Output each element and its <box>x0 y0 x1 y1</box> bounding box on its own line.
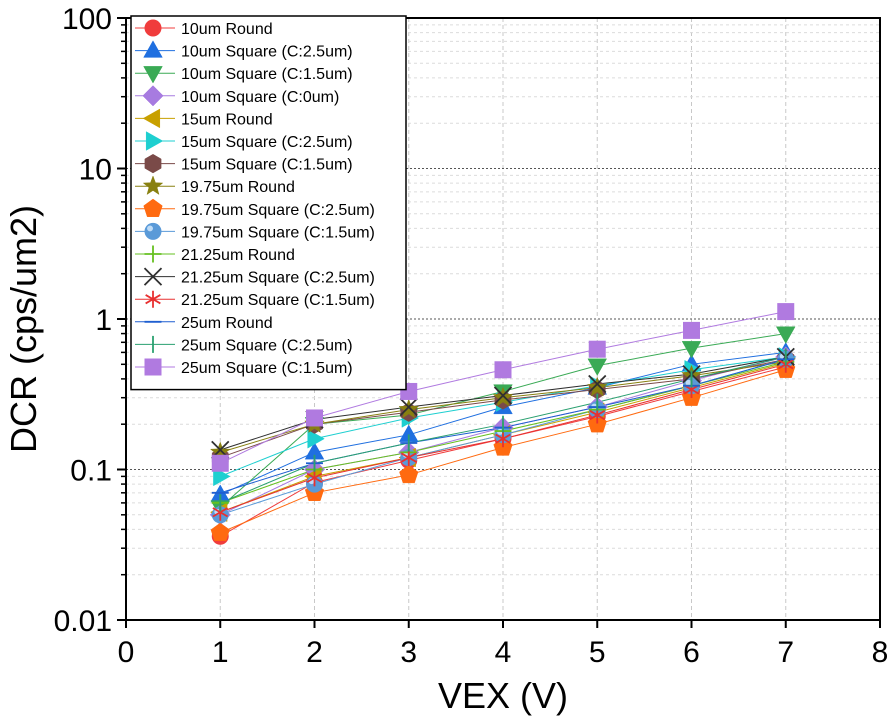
legend: 10um Round 10um Square (C:2.5um) 10um Squa… <box>130 15 407 391</box>
legend-label: 10um Square (C:1.5um) <box>181 66 353 83</box>
legend-marker-body <box>144 222 162 240</box>
legend-label: 15um Round <box>181 111 273 128</box>
x-tick-label: 7 <box>777 636 794 669</box>
legend-item: 25um Square (C:1.5um) <box>135 358 353 377</box>
data-point <box>494 361 512 379</box>
x-tick-label: 8 <box>872 636 889 669</box>
legend-label: 15um Square (C:2.5um) <box>181 134 353 151</box>
y-tick-label: 10 <box>79 154 112 187</box>
legend-label: 25um Square (C:1.5um) <box>181 360 353 377</box>
data-point <box>307 429 325 449</box>
data-point <box>681 341 702 359</box>
legend-marker <box>143 198 163 217</box>
legend-marker <box>144 358 162 376</box>
data-point <box>777 303 795 321</box>
legend-marker <box>145 131 164 151</box>
legend-item: 19.75um Round <box>135 175 295 196</box>
data-point <box>588 340 606 358</box>
x-tick-label: 3 <box>400 636 417 669</box>
legend-label: 21.25um Square (C:2.5um) <box>181 270 375 287</box>
legend-marker <box>142 175 164 196</box>
data-point-highlight <box>685 379 692 386</box>
data-point <box>306 469 323 487</box>
legend-marker-highlight <box>147 225 153 232</box>
legend-marker <box>144 153 162 174</box>
legend-item: 10um Round <box>135 19 273 38</box>
legend-item: 15um Square (C:1.5um) <box>135 153 353 174</box>
data-point <box>683 321 700 339</box>
legend-marker <box>144 19 162 37</box>
legend-item: 10um Square (C:0um) <box>135 85 339 107</box>
x-tick-label: 4 <box>495 636 512 669</box>
series-points <box>211 303 795 472</box>
legend-marker <box>143 66 163 84</box>
y-tick-label: 100 <box>62 3 112 36</box>
legend-label: 19.75um Square (C:1.5um) <box>181 224 375 241</box>
x-tick-label: 1 <box>212 636 229 669</box>
data-point <box>399 464 419 484</box>
data-point <box>398 398 420 419</box>
data-point <box>586 376 608 397</box>
legend-marker <box>142 108 161 129</box>
legend-item: 19.75um Square (C:1.5um) <box>135 222 375 241</box>
data-point <box>587 358 608 376</box>
legend-item: 15um Round <box>135 108 273 129</box>
data-point <box>775 326 796 344</box>
x-tick-label: 5 <box>589 636 606 669</box>
data-point <box>493 386 513 405</box>
legend-label: 10um Square (C:2.5um) <box>181 44 353 61</box>
x-axis-title: VEX (V) <box>438 675 568 716</box>
legend-item: 10um Square (C:1.5um) <box>135 66 353 84</box>
legend-item: 21.25um Round <box>135 245 295 264</box>
legend-label: 21.25um Square (C:1.5um) <box>181 292 375 309</box>
data-point <box>211 454 229 472</box>
legend-label: 25um Round <box>181 315 273 332</box>
legend-item: 15um Square (C:2.5um) <box>135 131 353 151</box>
legend-item: 10um Square (C:2.5um) <box>135 40 353 61</box>
x-tick-labels: 0 1 2 3 4 5 6 7 8 <box>118 636 889 669</box>
legend-label: 10um Round <box>181 21 273 38</box>
x-tick-label: 2 <box>306 636 323 669</box>
legend-item: 25um Square (C:2.5um) <box>135 335 353 354</box>
legend-label: 10um Square (C:0um) <box>181 89 339 106</box>
series-markers <box>209 303 797 545</box>
x-tick-label: 0 <box>118 636 135 669</box>
y-axis-title: DCR (cps/um2) <box>3 205 44 453</box>
data-point <box>210 522 230 541</box>
y-tick-label: 1 <box>95 304 112 337</box>
data-point <box>306 409 323 427</box>
y-tick-label: 0.01 <box>54 605 112 638</box>
x-tick-label: 6 <box>683 636 700 669</box>
legend-marker <box>143 40 163 58</box>
legend-label: 19.75um Square (C:2.5um) <box>181 202 375 219</box>
legend-marker <box>144 222 162 240</box>
data-point <box>400 449 417 467</box>
axis-ticks <box>117 17 881 628</box>
series-points <box>219 348 787 512</box>
legend-item: 19.75um Square (C:2.5um) <box>135 198 375 219</box>
legend-label: 15um Square (C:1.5um) <box>181 157 353 174</box>
data-point <box>399 397 418 417</box>
legend-box <box>130 15 407 391</box>
legend-marker <box>142 85 164 107</box>
legend-marker <box>143 267 163 286</box>
legend-marker <box>145 290 161 308</box>
y-tick-label: 0.1 <box>70 455 112 488</box>
data-point <box>495 430 511 448</box>
legend-item: 21.25um Square (C:2.5um) <box>135 267 375 287</box>
y-tick-labels: 0.01 0.1 1 10 100 <box>54 3 112 638</box>
legend-marker <box>144 245 162 263</box>
data-point <box>588 374 607 394</box>
legend-item: 21.25um Square (C:1.5um) <box>135 290 375 309</box>
legend-label: 21.25um Round <box>181 247 295 264</box>
legend-label: 25um Square (C:2.5um) <box>181 337 353 354</box>
legend-label: 19.75um Round <box>181 179 295 196</box>
legend-item: 25um Round <box>135 315 273 332</box>
